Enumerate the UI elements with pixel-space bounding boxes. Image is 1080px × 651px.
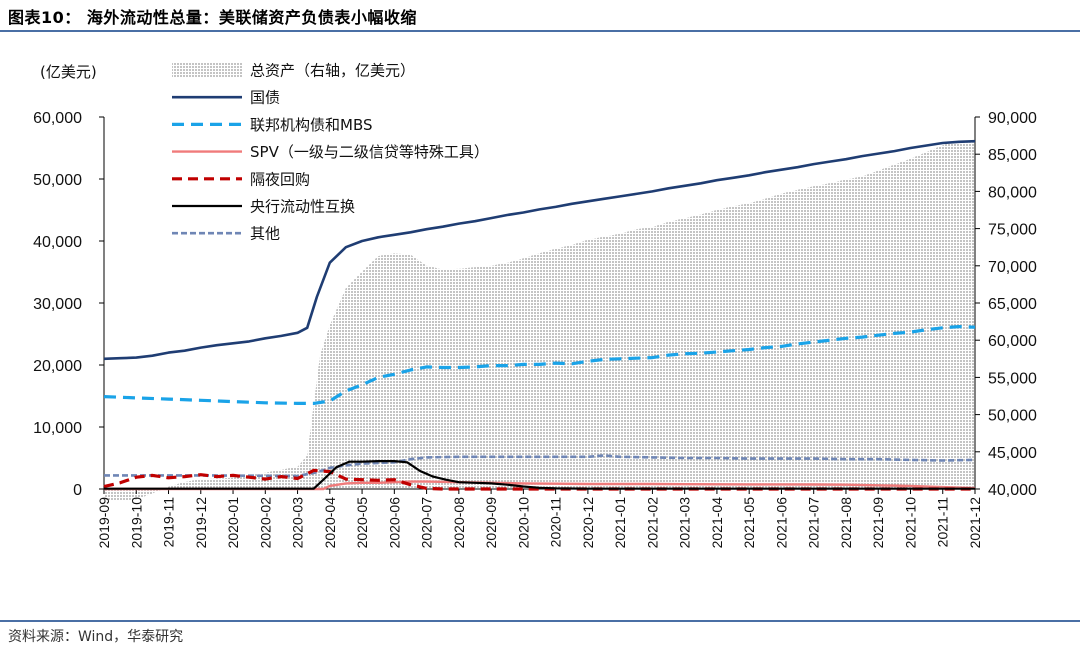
x-tick-label: 2020-09 bbox=[483, 497, 499, 549]
x-tick-label: 2020-02 bbox=[257, 497, 273, 549]
left-tick-label: 50,000 bbox=[33, 172, 82, 189]
x-tick-label: 2021-03 bbox=[677, 497, 693, 549]
left-tick-label: 20,000 bbox=[33, 358, 82, 375]
right-tick-label: 70,000 bbox=[988, 259, 1037, 276]
right-tick-label: 80,000 bbox=[988, 184, 1037, 201]
x-tick-label: 2020-08 bbox=[451, 497, 467, 549]
x-tick-label: 2021-09 bbox=[870, 497, 886, 549]
series-mbs-line bbox=[103, 325, 976, 405]
x-tick-label: 2021-07 bbox=[806, 497, 822, 549]
chart-canvas: 0 10,000 20,000 30,000 40,000 50,000 60,000 40,… bbox=[33, 62, 1037, 549]
series-total-assets-area bbox=[104, 140, 975, 501]
right-tick-label: 45,000 bbox=[988, 445, 1037, 462]
area-layer bbox=[104, 140, 975, 501]
x-tick-label: 2021-08 bbox=[838, 497, 854, 549]
x-tick-label: 2021-11 bbox=[935, 497, 951, 548]
x-tick-label: 2020-06 bbox=[386, 497, 402, 549]
x-tick-label: 2021-06 bbox=[773, 497, 789, 549]
legend-label-mbs: 联邦机构债和MBS bbox=[250, 116, 373, 134]
legend-label-swap: 央行流动性互换 bbox=[250, 198, 355, 216]
ticks-layer: 0 10,000 20,000 30,000 40,000 50,000 60,000 40,… bbox=[33, 63, 1037, 548]
x-tick-label: 2020-04 bbox=[322, 497, 338, 549]
x-tick-label: 2019-11 bbox=[161, 497, 177, 548]
bottom-rule bbox=[0, 620, 1080, 622]
legend-label-repo: 隔夜回购 bbox=[250, 170, 310, 188]
right-tick-label: 85,000 bbox=[988, 147, 1037, 164]
right-tick-label: 65,000 bbox=[988, 296, 1037, 313]
x-tick-label: 2020-10 bbox=[515, 497, 531, 549]
left-tick-label: 40,000 bbox=[33, 234, 82, 251]
legend-label-treasury: 国债 bbox=[250, 89, 280, 107]
x-tick-label: 2020-12 bbox=[580, 497, 596, 549]
x-tick-label: 2021-10 bbox=[902, 497, 918, 549]
right-tick-label: 90,000 bbox=[988, 110, 1037, 127]
right-tick-label: 75,000 bbox=[988, 222, 1037, 239]
series-treasury-line bbox=[103, 139, 976, 361]
x-tick-label: 2021-12 bbox=[967, 497, 983, 549]
right-tick-label: 40,000 bbox=[988, 482, 1037, 499]
right-tick-label: 50,000 bbox=[988, 408, 1037, 425]
left-tick-label: 0 bbox=[73, 482, 82, 499]
x-tick-label: 2019-12 bbox=[193, 497, 209, 549]
legend-label-spv: SPV（一级与二级信贷等特殊工具） bbox=[250, 143, 489, 161]
legend-swatch-total bbox=[172, 63, 242, 77]
source-note: 资料来源：Wind，华泰研究 bbox=[8, 629, 184, 645]
left-tick-label: 30,000 bbox=[33, 296, 82, 313]
figure-title: 图表10： 海外流动性总量：美联储资产负债表小幅收缩 bbox=[8, 8, 417, 27]
x-tick-label: 2020-01 bbox=[225, 497, 241, 549]
left-tick-label: 60,000 bbox=[33, 110, 82, 127]
x-tick-label: 2021-01 bbox=[612, 497, 628, 549]
x-tick-label: 2021-05 bbox=[741, 497, 757, 549]
x-tick-label: 2021-04 bbox=[709, 497, 725, 549]
series-repo-line bbox=[103, 468, 975, 491]
lines-layer bbox=[103, 139, 976, 491]
x-tick-label: 2019-10 bbox=[128, 497, 144, 549]
x-tick-label: 2020-11 bbox=[548, 497, 564, 548]
legend-label-total: 总资产（右轴，亿美元） bbox=[250, 62, 415, 80]
top-rule bbox=[0, 30, 1080, 32]
x-tick-label: 2020-07 bbox=[419, 497, 435, 549]
x-tick-label: 2020-05 bbox=[354, 497, 370, 549]
x-tick-label: 2019-09 bbox=[96, 497, 112, 549]
legend-label-other: 其他 bbox=[250, 225, 280, 243]
left-axis-unit: (亿美元) bbox=[40, 63, 97, 81]
series-swap-line bbox=[104, 460, 975, 490]
right-tick-label: 55,000 bbox=[988, 370, 1037, 387]
x-tick-label: 2021-02 bbox=[644, 497, 660, 549]
left-tick-label: 10,000 bbox=[33, 420, 82, 437]
right-tick-label: 60,000 bbox=[988, 333, 1037, 350]
series-spv-line bbox=[104, 480, 976, 491]
x-tick-label: 2020-03 bbox=[290, 497, 306, 549]
